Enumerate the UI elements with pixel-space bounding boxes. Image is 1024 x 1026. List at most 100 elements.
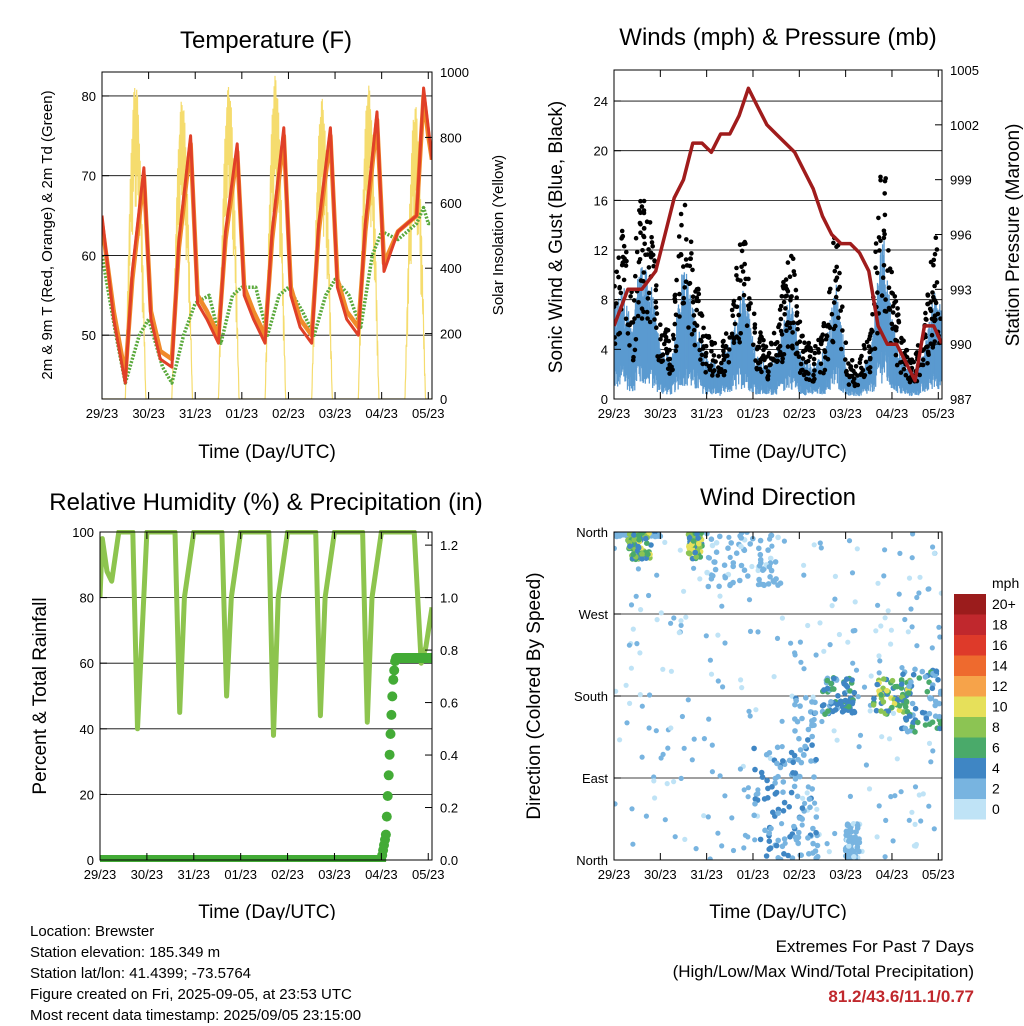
gust-point [785, 260, 791, 265]
wind-direction-point [691, 736, 697, 742]
gust-point [800, 356, 806, 361]
wind-direction-point [775, 582, 781, 588]
wind-direction-point [738, 532, 745, 536]
x-tick-label: 29/23 [598, 406, 631, 421]
colorbar-label: 10 [992, 699, 1008, 715]
gust-point [681, 264, 686, 269]
wind-direction-point [791, 783, 798, 790]
wind-direction-point [809, 718, 815, 724]
gust-point [715, 373, 721, 378]
wind-direction-title: Wind Direction [700, 484, 856, 511]
wind-direction-point [685, 697, 691, 703]
gust-point [734, 273, 739, 278]
wind-direction-point [854, 822, 861, 829]
gust-point [650, 244, 655, 249]
gust-point [722, 369, 728, 374]
gust-point [795, 350, 800, 356]
wind-direction-point [896, 707, 903, 713]
wind-direction-point [801, 666, 807, 672]
wind-direction-point [885, 708, 892, 714]
gust-point [792, 272, 797, 278]
wind-direction-point [927, 695, 934, 702]
wind-direction-point [825, 708, 831, 714]
gust-point [747, 296, 752, 301]
station-info: Location: Brewster Station elevation: 18… [30, 921, 361, 1026]
wind-direction-point [762, 827, 768, 834]
wind-direction-point [812, 699, 818, 706]
gust-point [719, 360, 724, 366]
wind-direction-point [726, 534, 732, 540]
wind-direction-point [814, 806, 820, 812]
gust-point [653, 299, 659, 305]
y-right-tick-label: 0.0 [440, 853, 458, 868]
wind-direction-point [765, 785, 771, 792]
gust-point [903, 372, 909, 378]
wind-direction-point [846, 838, 852, 844]
wind-direction-point [843, 676, 850, 682]
gust-point [694, 323, 700, 328]
colorbar-swatch [954, 758, 986, 779]
wind-direction-point [882, 854, 888, 860]
gust-point [785, 320, 791, 325]
wind-direction-point [741, 567, 748, 573]
wind-direction-point [929, 645, 935, 651]
gust-point [823, 336, 829, 342]
rh-plot-area [100, 530, 432, 862]
wind-direction-point [703, 633, 709, 639]
gust-point [754, 365, 759, 371]
wind-direction-point [889, 677, 896, 684]
gust-point [723, 331, 729, 336]
gust-point [752, 330, 758, 335]
wind-direction-point [813, 814, 820, 820]
gust-point [932, 283, 937, 289]
x-tick-label: 30/23 [644, 406, 677, 421]
x-tick-label: 04/23 [365, 406, 398, 421]
wind-direction-point [848, 828, 855, 835]
wind-direction-point [631, 532, 637, 538]
gust-point [761, 343, 766, 348]
gust-point [833, 294, 839, 300]
x-tick-label: 03/23 [318, 867, 351, 882]
gust-point [757, 359, 763, 365]
wind-direction-point [654, 572, 660, 578]
gust-point [765, 369, 771, 374]
wind-direction-point [832, 707, 839, 713]
wind-direction-point [866, 786, 873, 792]
wind-direction-point [903, 698, 910, 705]
gust-point [827, 325, 833, 331]
wind-direction-point [652, 795, 658, 801]
wind-direction-point [899, 665, 905, 671]
wind-direction-point [806, 796, 813, 802]
wind-direction-point [790, 759, 796, 766]
wind-direction-point [730, 847, 737, 854]
gust-point [907, 375, 912, 381]
gust-point [780, 359, 785, 365]
wind-direction-point [896, 703, 903, 709]
gust-point [890, 310, 896, 315]
wind-direction-point [646, 725, 652, 731]
wind-direction-point [933, 668, 940, 674]
gust-point [870, 312, 875, 317]
gust-point [700, 361, 705, 367]
y-right-tick-label: 600 [440, 196, 462, 211]
wind-direction-point [671, 779, 677, 785]
gust-point [703, 350, 709, 356]
wind-direction-point [758, 560, 764, 566]
wind-direction-point [668, 668, 675, 674]
gust-point [644, 309, 650, 315]
gust-point [738, 331, 743, 336]
wind-direction-point [779, 821, 785, 827]
wind-direction-point [909, 809, 915, 815]
wind-direction-point [630, 551, 636, 558]
wind-direction-point [630, 841, 636, 847]
wind-direction-point [689, 757, 695, 763]
gust-point [632, 347, 638, 353]
wind-direction-point [845, 639, 851, 645]
wind-direction-point [759, 774, 766, 780]
gust-point [707, 367, 713, 373]
wind-direction-point [912, 666, 918, 673]
wind-direction-point [878, 692, 884, 698]
colorbar-swatch [954, 655, 986, 676]
extremes-title: Extremes For Past 7 Days [775, 937, 974, 956]
wind-direction-point [803, 695, 809, 701]
